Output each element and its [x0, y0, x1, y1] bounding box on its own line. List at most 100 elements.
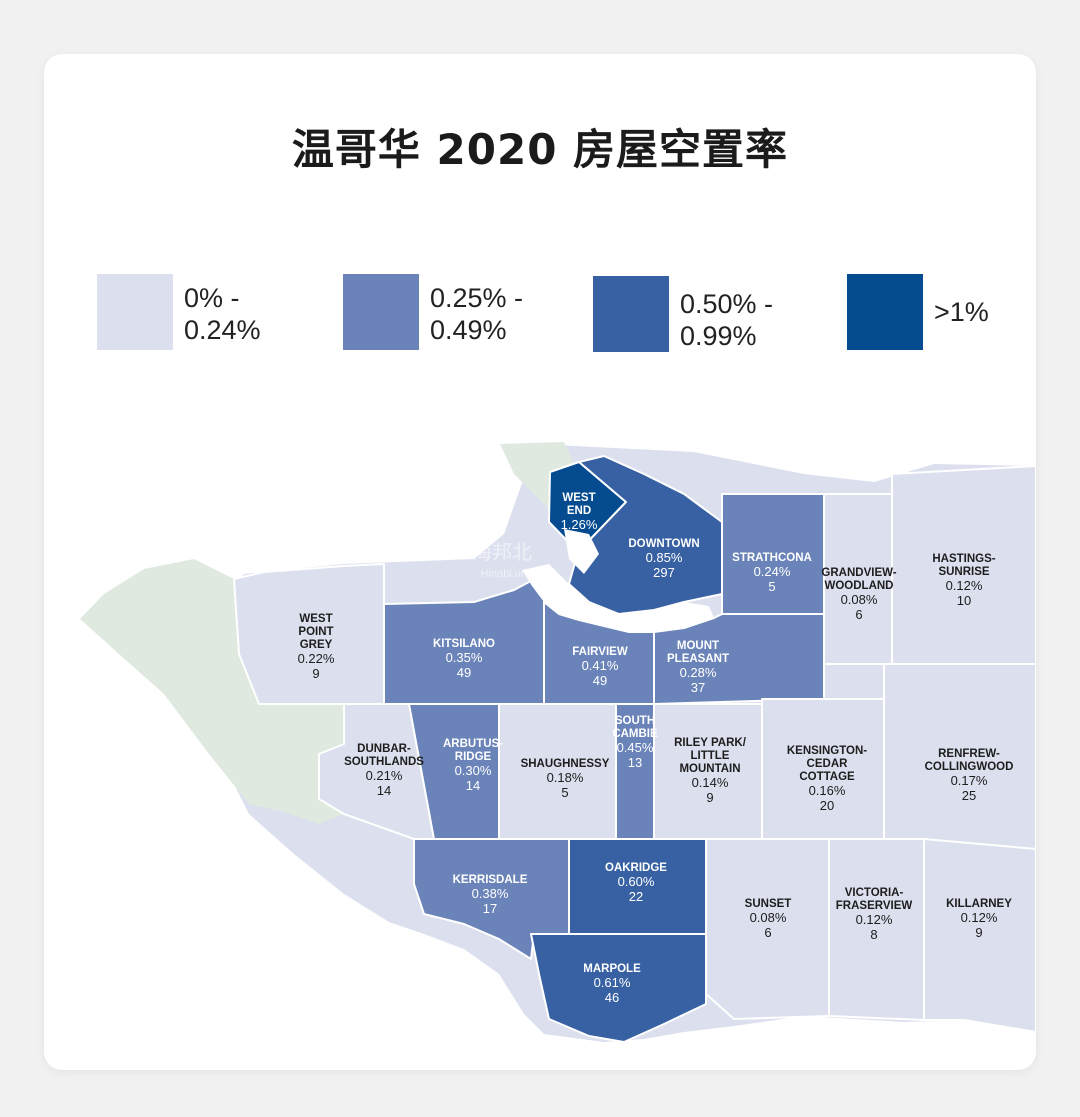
label-downtown: DOWNTOWN 0.85% 297 — [628, 538, 699, 580]
neighborhood-labels: WEST END 1.26% 117 DOWNTOWN 0.85% 297 STRATHCON… — [298, 492, 1014, 1005]
region-name-line: WEST — [562, 492, 595, 504]
label-arbutus-ridge: ARBUTUS-RIDGE 0.30% 14 — [443, 738, 503, 793]
region-vacant-count: 8 — [870, 927, 877, 942]
label-kerrisdale: KERRISDALE 0.38% 17 — [453, 874, 528, 916]
region-name-line: RILEY PARK/ — [674, 737, 747, 749]
region-vacant-count: 17 — [483, 901, 497, 916]
legend-label: 0.50% - 0.99% — [680, 289, 774, 351]
region-name-line: HASTINGS- — [932, 553, 995, 565]
label-kensington-cedar-cottage: KENSINGTON-CEDAR COTTAGE 0.16% 20 — [787, 745, 867, 813]
region-vacancy-rate: 0.16% — [809, 783, 846, 798]
region-renfrew-collingwood — [883, 663, 1036, 850]
watermark-text: 海邦北 — [472, 540, 532, 564]
region-name-line: PLEASANT — [667, 653, 729, 665]
region-name-line: POINT — [298, 626, 333, 638]
region-vacant-count: 9 — [975, 925, 982, 940]
false-creek-water — [522, 564, 714, 632]
map-card: 温哥华 2020 房屋空置率 0% - 0.24% 0.25% - 0.49% … — [44, 54, 1036, 1070]
region-name-line: SUNRISE — [938, 566, 989, 578]
region-vacant-count: 22 — [629, 889, 643, 904]
region-name-line: STRATHCONA — [732, 552, 812, 564]
label-killarney: KILLARNEY 0.12% 9 — [946, 898, 1012, 940]
label-grandview-woodland: GRANDVIEW-WOODLAND 0.08% 6 — [821, 567, 896, 622]
region-vacancy-rate: 0.17% — [951, 773, 988, 788]
false-creek-inlet — [564, 529, 599, 574]
region-vacancy-rate: 0.14% — [692, 775, 729, 790]
legend-swatch — [343, 274, 419, 350]
region-name-line: MOUNT — [677, 640, 719, 652]
region-name-line: SUNSET — [745, 898, 792, 910]
region-vacant-count: 37 — [691, 680, 705, 695]
legend-swatch — [593, 276, 669, 352]
label-west-point-grey: WEST POINT GREY 0.22% 9 — [298, 613, 335, 681]
region-vacancy-rate: 0.12% — [946, 578, 983, 593]
label-strathcona: STRATHCONA 0.24% 5 — [732, 552, 812, 594]
region-vacancy-rate: 0.60% — [618, 874, 655, 889]
label-kitsilano: KITSILANO 0.35% 49 — [433, 638, 495, 680]
region-vacancy-rate: 0.30% — [455, 763, 492, 778]
region-vacancy-rate: 0.22% — [298, 651, 335, 666]
region-name-line: DUNBAR- — [357, 743, 411, 755]
region-name-line: WEST — [299, 613, 332, 625]
region-vacancy-rate: 0.21% — [366, 768, 403, 783]
region-vacancy-rate: 0.08% — [750, 910, 787, 925]
region-name-line: COTTAGE — [799, 771, 855, 783]
region-vacancy-rate: 0.28% — [680, 665, 717, 680]
region-name-line: SHAUGHNESSY — [521, 758, 610, 770]
label-fairview: FAIRVIEW 0.41% 49 — [572, 646, 628, 688]
region-vacancy-rate: 0.18% — [547, 770, 584, 785]
region-name-line: FRASERVIEW — [836, 900, 913, 912]
region-vacant-count: 46 — [605, 990, 619, 1005]
region-name-line: ARBUTUS- — [443, 738, 503, 750]
region-name-line: CAMBIE — [612, 728, 658, 740]
region-marpole — [530, 933, 707, 1043]
label-west-end: WEST END 1.26% 117 — [561, 492, 598, 547]
region-vacancy-rate: 0.12% — [856, 912, 893, 927]
region-vacancy-rate: 0.45% — [617, 740, 654, 755]
region-name-line: KENSINGTON- — [787, 745, 867, 757]
region-vacancy-rate: 0.35% — [446, 650, 483, 665]
region-name-line: WOODLAND — [825, 580, 894, 592]
legend-swatch — [97, 274, 173, 350]
label-riley-park: RILEY PARK/LITTLE MOUNTAIN 0.14% 9 — [674, 737, 747, 805]
region-hastings-sunrise — [891, 465, 1036, 665]
region-vacant-count: 297 — [653, 565, 675, 580]
region-vacancy-rate: 0.12% — [961, 910, 998, 925]
region-vacant-count: 49 — [457, 665, 471, 680]
region-vacant-count: 25 — [962, 788, 976, 803]
region-vacant-count: 14 — [377, 783, 391, 798]
region-vacant-count: 5 — [561, 785, 568, 800]
region-name-line: KERRISDALE — [453, 874, 528, 886]
region-name-line: RIDGE — [455, 751, 492, 763]
label-victoria-fraserview: VICTORIA-FRASERVIEW 0.12% 8 — [836, 887, 913, 942]
legend-label: 0% - 0.24% — [184, 283, 261, 345]
legend-label: 0.25% - 0.49% — [430, 283, 524, 345]
region-vacant-count: 49 — [593, 673, 607, 688]
label-sunset: SUNSET 0.08% 6 — [745, 898, 792, 940]
region-name-line: SOUTH — [615, 715, 655, 727]
region-name-line: END — [567, 505, 591, 517]
page-title: 温哥华 2020 房屋空置率 — [291, 125, 789, 174]
region-vacant-count: 6 — [855, 607, 862, 622]
region-vacant-count: 117 — [569, 532, 590, 547]
region-name-line: KILLARNEY — [946, 898, 1012, 910]
park-area — [80, 559, 344, 824]
label-renfrew-collingwood: RENFREW-COLLINGWOOD 0.17% 25 — [925, 748, 1014, 803]
label-marpole: MARPOLE 0.61% 46 — [583, 963, 641, 1005]
region-vacant-count: 9 — [706, 790, 713, 805]
label-mount-pleasant: MOUNT PLEASANT 0.28% 37 — [667, 640, 729, 695]
legend-label: >1% — [934, 297, 989, 327]
region-vacancy-rate: 0.85% — [646, 550, 683, 565]
region-grandview-woodland — [823, 493, 893, 665]
region-name-line: CEDAR — [807, 758, 849, 770]
region-vacancy-rate: 0.61% — [594, 975, 631, 990]
region-vacancy-rate: 0.08% — [841, 592, 878, 607]
region-name-line: DOWNTOWN — [628, 538, 699, 550]
region-vacant-count: 5 — [768, 579, 775, 594]
region-name-line: MARPOLE — [583, 963, 641, 975]
region-vacant-count: 10 — [957, 593, 971, 608]
region-vacant-count: 14 — [466, 778, 480, 793]
label-south-cambie: SOUTH CAMBIE 0.45% 13 — [612, 715, 658, 770]
neighborhood-regions — [233, 455, 1036, 1043]
region-name-line: MOUNTAIN — [679, 763, 740, 775]
